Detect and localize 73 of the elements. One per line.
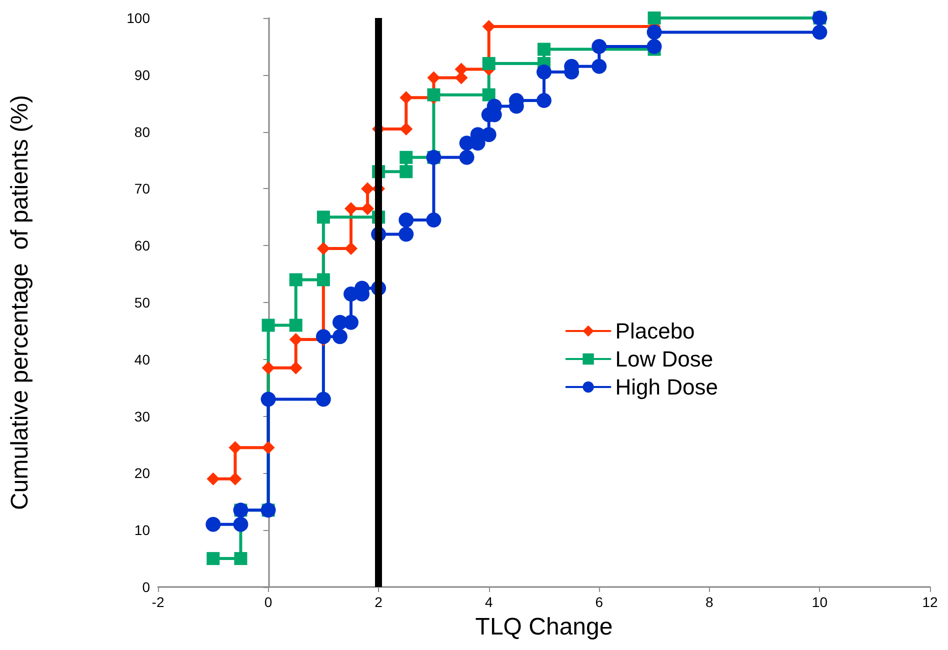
point — [289, 361, 302, 374]
point — [206, 472, 220, 486]
point — [316, 273, 330, 286]
point — [234, 552, 248, 566]
y-tick-label: 40 — [134, 351, 150, 368]
point — [228, 441, 242, 454]
point — [398, 212, 414, 228]
point — [538, 42, 550, 56]
point — [289, 318, 302, 332]
y-axis-title: Cumulative percentage of patients (%) — [6, 95, 34, 510]
x-tick-label: 0 — [264, 594, 272, 610]
point — [398, 226, 414, 242]
point — [344, 202, 358, 216]
x-axis-title: TLQ Change — [475, 614, 613, 640]
point — [262, 318, 275, 332]
y-tick-label: 20 — [134, 465, 150, 482]
point — [361, 202, 374, 216]
point — [289, 273, 302, 286]
point — [592, 38, 607, 54]
point — [400, 91, 413, 104]
point — [316, 210, 330, 224]
point — [536, 93, 552, 108]
y-tick-label: 30 — [134, 408, 150, 424]
point — [646, 38, 662, 54]
point — [228, 472, 242, 486]
y-tick-label: 50 — [134, 294, 150, 310]
point — [812, 24, 828, 40]
point — [316, 242, 330, 255]
point — [400, 122, 413, 136]
x-tick-label: 10 — [812, 594, 828, 610]
x-tick-label: -2 — [152, 594, 164, 610]
y-tick-label: 80 — [134, 124, 150, 140]
point — [262, 441, 275, 454]
point — [262, 361, 275, 374]
point — [482, 88, 496, 102]
legend-label: Low Dose — [615, 346, 714, 372]
point — [592, 58, 607, 74]
x-tick-label: 12 — [922, 594, 938, 610]
point — [316, 392, 331, 407]
y-tick-label: 100 — [126, 10, 150, 26]
point — [344, 242, 358, 255]
x-tick-label: 6 — [595, 594, 604, 610]
point — [206, 552, 220, 566]
legend-label: Placebo — [615, 318, 695, 344]
y-tick-label: 70 — [134, 180, 150, 197]
point — [427, 88, 440, 102]
point — [646, 24, 662, 40]
x-tick-label: 8 — [706, 594, 714, 610]
point — [536, 64, 552, 80]
x-tick-label: 4 — [484, 594, 493, 610]
legend-label: High Dose — [615, 374, 718, 400]
point — [481, 127, 496, 142]
point — [482, 20, 496, 34]
point — [400, 165, 413, 178]
point — [332, 329, 348, 344]
point — [233, 516, 248, 532]
point — [289, 332, 302, 346]
point — [316, 329, 331, 344]
y-tick-label: 60 — [134, 238, 150, 254]
point — [459, 150, 474, 165]
point — [206, 516, 221, 532]
point — [361, 182, 374, 196]
x-tick-label: 2 — [374, 594, 383, 610]
point — [400, 150, 413, 164]
point — [482, 57, 496, 70]
point — [648, 12, 661, 24]
y-tick-label: 0 — [142, 579, 150, 595]
point — [426, 212, 442, 228]
point — [260, 392, 276, 407]
y-tick-label: 90 — [134, 66, 150, 83]
point — [427, 71, 440, 84]
point — [344, 314, 358, 330]
y-tick-label: 10 — [134, 522, 150, 538]
